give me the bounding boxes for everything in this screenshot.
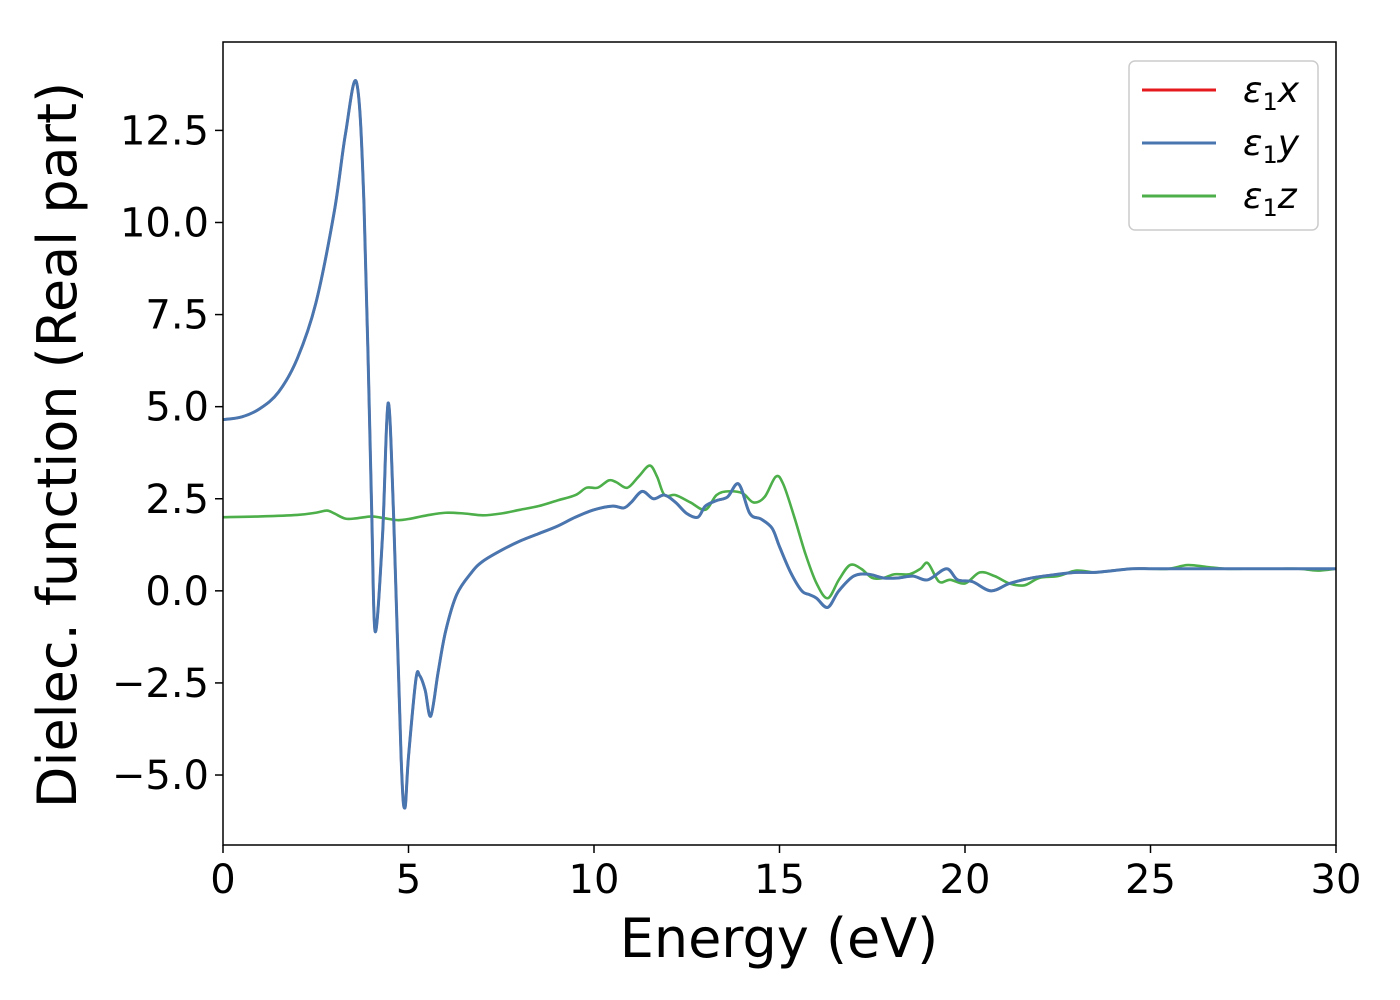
legend-component: x bbox=[1277, 70, 1300, 111]
y-tick-label: 2.5 bbox=[145, 477, 209, 523]
legend-label-x: ε1x bbox=[1243, 70, 1300, 116]
y-axis: −5.0 −2.5 0.0 2.5 5.0 7.5 10.0 12.5 bbox=[112, 108, 223, 799]
x-tick-label: 25 bbox=[1125, 857, 1176, 903]
legend-label-z: ε1z bbox=[1243, 176, 1298, 222]
x-tick-label: 10 bbox=[569, 857, 620, 903]
y-tick-label: 0.0 bbox=[145, 569, 209, 615]
legend-subscript: 1 bbox=[1262, 141, 1277, 169]
series-line-y bbox=[223, 79, 1336, 810]
x-axis-label: Energy (eV) bbox=[620, 907, 939, 970]
series-layer bbox=[223, 79, 1336, 810]
y-tick-label: −5.0 bbox=[112, 753, 209, 799]
x-axis: 0 5 10 15 20 25 30 bbox=[210, 845, 1361, 903]
y-tick-label: 10.0 bbox=[120, 200, 209, 246]
legend-label-y: ε1y bbox=[1243, 123, 1300, 169]
x-tick-label: 20 bbox=[940, 857, 991, 903]
legend-symbol: ε bbox=[1243, 123, 1262, 164]
y-tick-label: −2.5 bbox=[112, 661, 209, 707]
legend-component: z bbox=[1277, 176, 1298, 217]
y-tick-label: 5.0 bbox=[145, 385, 209, 431]
series-line-z bbox=[223, 464, 1336, 600]
y-axis-label: Dielec. function (Real part) bbox=[26, 82, 89, 808]
x-tick-label: 0 bbox=[210, 857, 235, 903]
x-tick-label: 15 bbox=[754, 857, 805, 903]
y-tick-label: 12.5 bbox=[120, 108, 209, 154]
legend-subscript: 1 bbox=[1262, 88, 1277, 116]
x-tick-label: 5 bbox=[396, 857, 421, 903]
legend-subscript: 1 bbox=[1262, 194, 1277, 222]
legend-symbol: ε bbox=[1243, 176, 1262, 217]
legend-component: y bbox=[1277, 123, 1300, 164]
x-tick-label: 30 bbox=[1311, 857, 1362, 903]
legend-box bbox=[1128, 60, 1319, 231]
legend-symbol: ε bbox=[1243, 70, 1262, 111]
y-tick-label: 7.5 bbox=[145, 293, 209, 339]
